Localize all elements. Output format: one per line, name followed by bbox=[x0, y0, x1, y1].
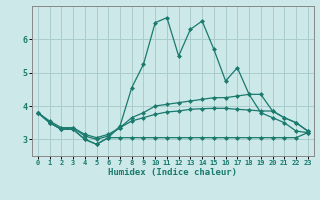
X-axis label: Humidex (Indice chaleur): Humidex (Indice chaleur) bbox=[108, 168, 237, 177]
